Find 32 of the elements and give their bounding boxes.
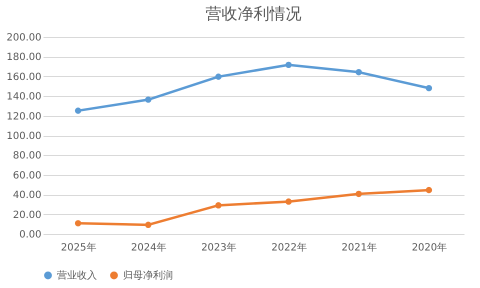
point [426, 186, 432, 194]
x-tick-label: 2022年 [271, 242, 307, 254]
legend-label: 归母净利润 [123, 269, 173, 282]
x-tick-label: 2020年 [412, 242, 448, 254]
x-tick-label: 2025年 [60, 242, 96, 254]
point [74, 108, 82, 114]
y-tick-label: 100.00 [6, 131, 42, 142]
y-tick-label: 40.00 [12, 190, 42, 202]
y-tick-label: 120.00 [6, 111, 42, 122]
y-tick-label: 200.00 [6, 32, 42, 44]
point [215, 74, 222, 80]
x-tick-label: 2021年 [342, 242, 377, 254]
point [285, 62, 292, 68]
point [74, 220, 82, 226]
y-tick-label: 80.00 [12, 150, 42, 162]
point [145, 96, 152, 103]
point [145, 222, 152, 228]
x-tick-label: 2023年 [201, 242, 237, 254]
y-tick-label: 140.00 [6, 92, 42, 103]
y-tick-label: 60.00 [12, 170, 42, 182]
point [426, 84, 432, 92]
y-tick-label: 160.00 [6, 72, 42, 83]
legend-label: 营业收入 [57, 269, 97, 282]
y-tick-label: 0.00 [19, 230, 42, 240]
point [356, 190, 362, 198]
y-tick-label: 20.00 [12, 210, 42, 221]
chart-title: 营收净利情况 [206, 4, 302, 23]
point [285, 198, 292, 205]
x-tick-label: 2024年 [131, 242, 166, 254]
point [356, 69, 362, 76]
y-tick-label: 180.00 [6, 52, 42, 64]
point [215, 202, 222, 208]
